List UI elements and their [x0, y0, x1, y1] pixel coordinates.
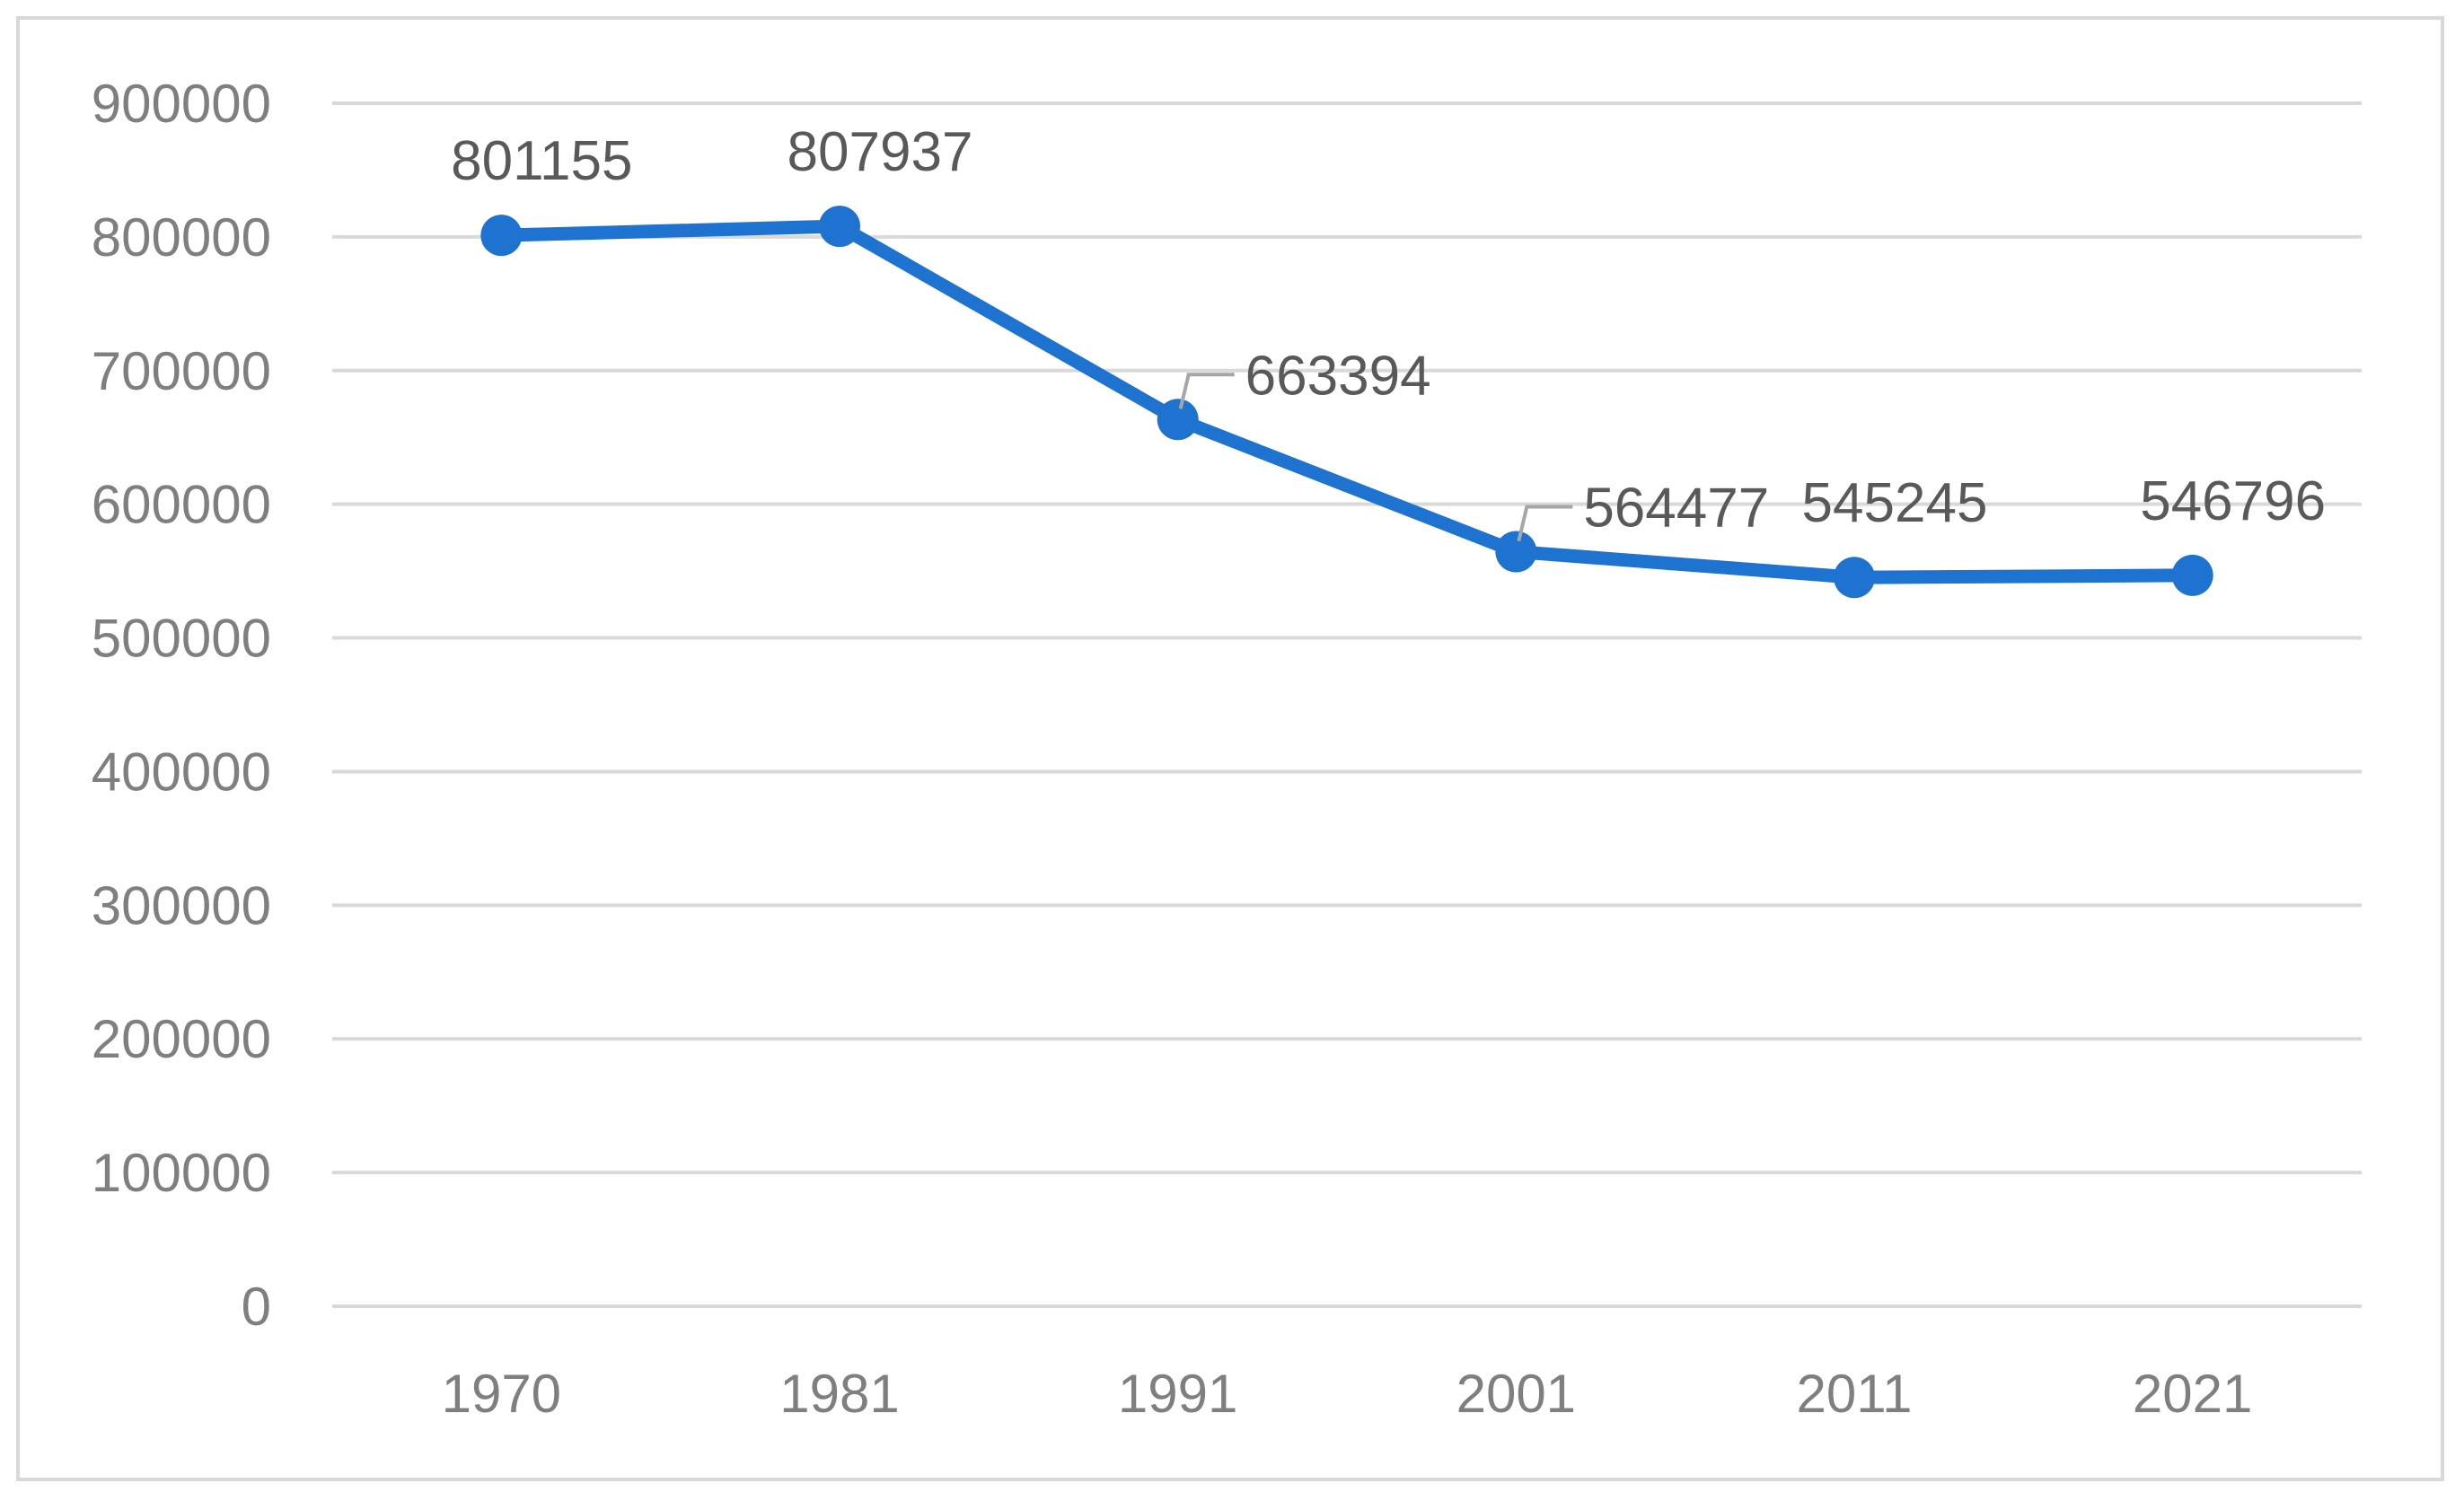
y-tick-label: 100000	[92, 1143, 271, 1203]
data-label: 546796	[2140, 470, 2326, 532]
data-point-marker	[2171, 554, 2213, 596]
y-tick-label: 900000	[92, 74, 271, 134]
data-point-marker	[1834, 557, 1875, 599]
y-tick-label: 700000	[92, 341, 271, 401]
y-tick-label: 200000	[92, 1009, 271, 1069]
data-label-leader-line	[1517, 505, 1573, 542]
y-tick-label: 300000	[92, 875, 271, 935]
gridlines	[332, 101, 2362, 1308]
series-layer	[480, 206, 2213, 599]
data-label: 807937	[788, 121, 973, 183]
y-tick-label: 500000	[92, 609, 271, 669]
data-point-marker	[1495, 531, 1537, 573]
chart-frame	[16, 16, 2444, 1481]
x-axis-tick-labels: 1970 1981 1991 2001 2011 2021	[442, 1364, 2253, 1424]
x-tick-label: 1991	[1118, 1364, 1237, 1424]
data-point-marker	[1157, 399, 1199, 441]
y-axis-tick-labels: 0 100000 200000 300000 400000 500000 600000 700…	[92, 74, 271, 1337]
x-tick-label: 2021	[2133, 1364, 2252, 1424]
series-line	[494, 219, 2200, 584]
data-label: 801155	[451, 130, 632, 192]
data-label: 663394	[1245, 345, 1431, 407]
data-label-leader-line	[1178, 373, 1235, 409]
y-tick-label: 800000	[92, 207, 271, 268]
x-tick-label: 2001	[1456, 1364, 1576, 1424]
x-tick-label: 1981	[779, 1364, 899, 1424]
data-point-marker	[819, 206, 860, 248]
data-point-marker	[480, 215, 523, 257]
leader-lines	[1178, 373, 1573, 542]
x-tick-label: 2011	[1796, 1364, 1912, 1424]
x-tick-label: 1970	[442, 1364, 561, 1424]
data-label: 545245	[1802, 472, 1988, 534]
data-labels: 801155 807937 663394 564477 545245 546796	[451, 121, 2326, 539]
y-tick-label: 400000	[92, 742, 271, 802]
data-label: 564477	[1583, 478, 1769, 540]
y-tick-label: 0	[242, 1277, 271, 1337]
y-tick-label: 600000	[92, 475, 271, 535]
